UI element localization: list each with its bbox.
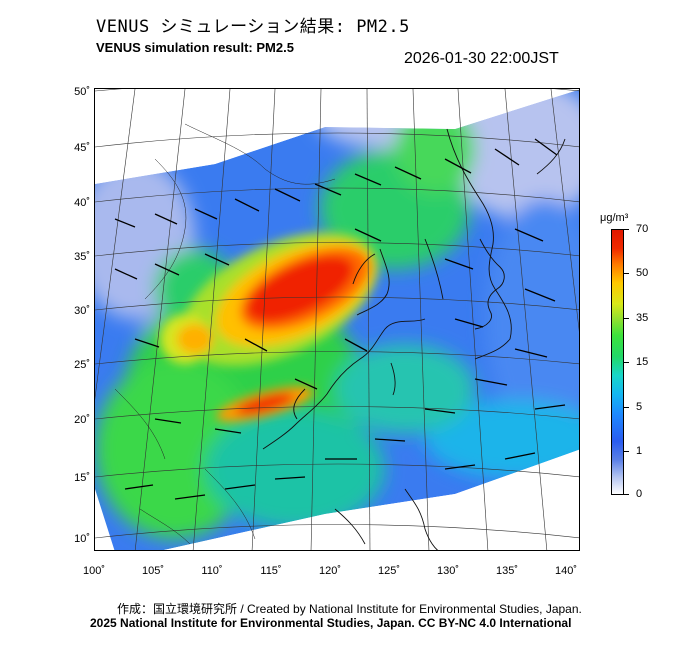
lat-label-50: 50˚ bbox=[74, 86, 90, 98]
lat-label-40: 40˚ bbox=[74, 197, 90, 209]
colorbar-tick bbox=[624, 273, 629, 274]
lat-label-25: 25˚ bbox=[74, 359, 90, 371]
colorbar-tick bbox=[624, 318, 629, 319]
wind-vectors bbox=[114, 138, 566, 500]
colorbar bbox=[611, 229, 624, 495]
colorbar-label-15: 15 bbox=[636, 356, 649, 368]
lat-label-30: 30˚ bbox=[74, 305, 90, 317]
colorbar-tick bbox=[624, 362, 629, 363]
lon-label-115: 115˚ bbox=[260, 565, 282, 577]
coastlines bbox=[262, 128, 566, 550]
lon-label-120: 120˚ bbox=[318, 565, 342, 577]
lat-label-45: 45˚ bbox=[74, 142, 90, 154]
colorbar-label-1: 1 bbox=[636, 445, 643, 457]
colorbar-tick bbox=[624, 451, 629, 452]
colorbar-label-5: 5 bbox=[636, 401, 643, 413]
country-borders bbox=[114, 123, 336, 545]
graticule bbox=[95, 89, 579, 550]
pm25-map-svg bbox=[95, 89, 579, 550]
lon-label-130: 130˚ bbox=[436, 565, 460, 577]
colorbar-label-70: 70 bbox=[636, 223, 649, 235]
lon-label-105: 105˚ bbox=[141, 565, 165, 577]
lon-label-140: 140˚ bbox=[554, 565, 578, 577]
colorbar-tick bbox=[624, 229, 629, 230]
colorbar-label-50: 50 bbox=[636, 267, 649, 279]
colorbar-label-0: 0 bbox=[636, 488, 643, 500]
copyright-line: 2025 National Institute for Environmenta… bbox=[90, 616, 572, 630]
page-title-en: VENUS simulation result: PM2.5 bbox=[96, 40, 294, 55]
lat-label-20: 20˚ bbox=[74, 414, 90, 426]
pm25-map bbox=[94, 88, 580, 551]
credit-line: 作成：国立環境研究所 / Created by National Institu… bbox=[117, 602, 582, 616]
lon-label-110: 110˚ bbox=[201, 565, 223, 577]
lat-label-15: 15˚ bbox=[74, 472, 90, 484]
lon-label-125: 125˚ bbox=[377, 565, 401, 577]
colorbar-label-35: 35 bbox=[636, 312, 649, 324]
lat-label-35: 35˚ bbox=[74, 251, 90, 263]
colorbar-tick bbox=[624, 407, 629, 408]
colorbar-unit: μg/m³ bbox=[600, 212, 629, 224]
colorbar-tick bbox=[624, 494, 629, 495]
lon-label-100: 100˚ bbox=[82, 565, 106, 577]
lon-label-135: 135˚ bbox=[495, 565, 519, 577]
lat-label-10: 10˚ bbox=[74, 533, 90, 545]
page-title-jp: VENUS シミュレーション結果: PM2.5 bbox=[96, 17, 410, 37]
timestamp: 2026-01-30 22:00JST bbox=[404, 50, 559, 67]
